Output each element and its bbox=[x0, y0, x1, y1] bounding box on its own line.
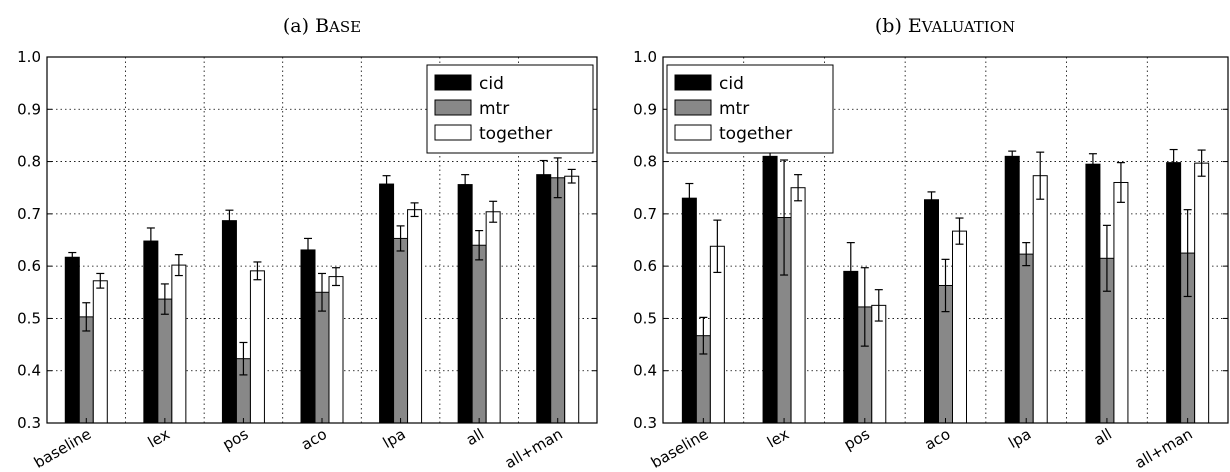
chart-title-prefix: (a) bbox=[283, 15, 315, 37]
y-tick-label: 0.9 bbox=[17, 100, 41, 118]
y-tick-label: 0.9 bbox=[633, 100, 657, 118]
y-tick-label: 0.3 bbox=[17, 414, 41, 432]
x-tick-label-all+man: all+man bbox=[1132, 425, 1196, 472]
chart-title: (a) BASE bbox=[283, 15, 361, 37]
legend-label-cid: cid bbox=[479, 74, 504, 94]
bar-mtr-lpa bbox=[1018, 253, 1034, 423]
legend-swatch-cid bbox=[434, 74, 472, 91]
chart-panel-base: (a) BASE0.30.40.50.60.70.80.91.0baseline… bbox=[17, 15, 598, 472]
y-tick-label: 0.4 bbox=[17, 362, 41, 380]
legend-swatch-mtr bbox=[674, 99, 712, 116]
x-tick-label-lex: lex bbox=[764, 425, 792, 452]
x-tick-label-all: all bbox=[1091, 425, 1115, 449]
chart-title-rest: VALUATION bbox=[921, 18, 1015, 36]
chart-title-rest: ASE bbox=[328, 18, 361, 36]
x-tick-label-aco: aco bbox=[298, 425, 330, 454]
bar-cid-lpa bbox=[1004, 155, 1020, 423]
y-tick-label: 0.4 bbox=[633, 362, 657, 380]
y-tick-label: 0.8 bbox=[17, 153, 41, 171]
legend-label-mtr: mtr bbox=[479, 99, 509, 119]
bar-cid-all+man bbox=[1166, 162, 1182, 423]
bar-cid-baseline bbox=[681, 197, 697, 423]
legend-label-mtr: mtr bbox=[719, 99, 749, 119]
bar-cid-all+man bbox=[536, 174, 552, 423]
bar-cid-lpa bbox=[379, 183, 395, 423]
y-tick-label: 0.6 bbox=[17, 257, 41, 275]
chart-title-initial: E bbox=[908, 15, 922, 37]
chart-title: (b) EVALUATION bbox=[875, 15, 1015, 37]
legend: cid mtr together bbox=[426, 64, 594, 154]
y-tick-label: 0.3 bbox=[633, 414, 657, 432]
bar-cid-lex bbox=[143, 240, 159, 423]
bars-group bbox=[681, 145, 1210, 423]
x-tick-label-lpa: lpa bbox=[380, 425, 409, 452]
x-tick-label-baseline: baseline bbox=[648, 425, 711, 472]
chart-panel-evaluation: (b) EVALUATION 0.3 0.4 0.5 0.6 0.7 0.8 0.9 1.0 ba… bbox=[633, 15, 1229, 472]
y-tick-label: 0.5 bbox=[633, 309, 657, 327]
y-tick-label: 1.0 bbox=[633, 48, 657, 66]
bar-together-all+man bbox=[564, 175, 580, 423]
y-tick-label: 0.8 bbox=[633, 153, 657, 171]
bar-cid-all bbox=[1085, 163, 1101, 423]
bar-cid-aco bbox=[300, 249, 316, 423]
x-tick-label-all: all bbox=[463, 425, 487, 449]
legend: cid mtr together bbox=[666, 64, 834, 154]
bars-group bbox=[64, 157, 580, 423]
x-tick-label-pos: pos bbox=[841, 425, 873, 454]
legend-swatch-together bbox=[674, 124, 712, 141]
legend-swatch-together bbox=[434, 124, 472, 141]
x-tick-label-pos: pos bbox=[219, 425, 251, 454]
legend-swatch-cid bbox=[674, 74, 712, 91]
bar-together-baseline bbox=[92, 280, 108, 423]
chart-title-prefix: (b) bbox=[875, 15, 908, 37]
x-tick-label-aco: aco bbox=[921, 425, 953, 454]
legend-swatch-mtr bbox=[434, 99, 472, 116]
bar-together-lpa bbox=[1032, 175, 1048, 423]
legend-label-cid: cid bbox=[719, 74, 744, 94]
bar-together-all bbox=[1113, 181, 1129, 423]
chart-title-initial: B bbox=[315, 15, 329, 37]
bar-mtr-lpa bbox=[393, 237, 409, 423]
bar-mtr-lex bbox=[157, 298, 173, 423]
x-tick-label-lex: lex bbox=[145, 425, 173, 452]
y-tick-label: 0.7 bbox=[633, 205, 657, 223]
legend-label-together: together bbox=[719, 124, 792, 144]
bar-mtr-baseline bbox=[78, 316, 94, 423]
bar-together-all+man bbox=[1194, 162, 1210, 423]
y-tick-label: 0.6 bbox=[633, 257, 657, 275]
bar-together-pos bbox=[249, 270, 265, 423]
bar-mtr-all+man bbox=[550, 177, 566, 423]
y-tick-label: 0.5 bbox=[17, 309, 41, 327]
legend-label-together: together bbox=[479, 124, 552, 144]
bar-mtr-all bbox=[471, 244, 487, 423]
bar-together-aco bbox=[328, 276, 344, 423]
bar-cid-lex bbox=[762, 155, 778, 423]
bar-together-lex bbox=[790, 187, 806, 423]
bar-cid-pos bbox=[221, 220, 237, 423]
bar-together-pos bbox=[871, 304, 887, 423]
y-tick-label: 0.7 bbox=[17, 205, 41, 223]
bar-together-lex bbox=[171, 264, 187, 423]
bar-cid-baseline bbox=[64, 256, 80, 423]
x-tick-label-all+man: all+man bbox=[502, 425, 566, 472]
bar-together-all bbox=[485, 211, 501, 423]
bar-cid-aco bbox=[924, 199, 939, 423]
bar-together-aco bbox=[952, 230, 967, 423]
bar-together-lpa bbox=[407, 209, 423, 423]
y-tick-label: 1.0 bbox=[17, 48, 41, 66]
bar-mtr-aco bbox=[314, 291, 330, 423]
bar-cid-all bbox=[457, 184, 473, 423]
x-tick-label-lpa: lpa bbox=[1005, 425, 1034, 452]
